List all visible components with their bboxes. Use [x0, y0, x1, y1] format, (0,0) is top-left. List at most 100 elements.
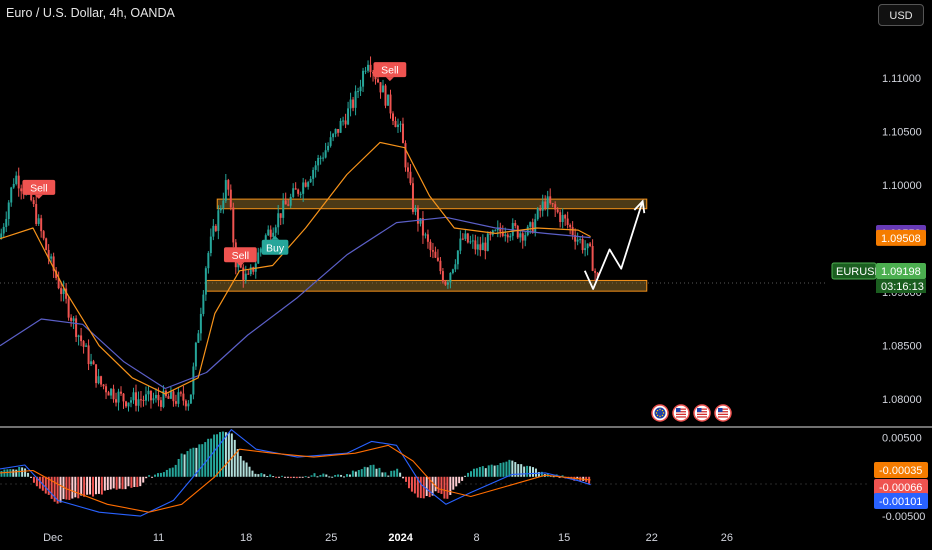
- candle-body: [561, 215, 564, 222]
- histogram-bar: [53, 476, 56, 502]
- histogram-bar: [156, 473, 159, 477]
- histogram-bar: [183, 454, 186, 477]
- histogram-bar: [275, 476, 278, 478]
- candle-body: [367, 64, 370, 71]
- candle-body: [566, 218, 569, 225]
- histogram-bar: [168, 468, 171, 477]
- chart-title: Euro / U.S. Dollar, 4h, OANDA: [6, 6, 175, 20]
- histogram-bar: [343, 476, 346, 478]
- sell-signal-1: Sell: [22, 179, 56, 199]
- histogram-bar: [505, 461, 508, 477]
- candle-body: [396, 124, 399, 128]
- histogram-bar: [189, 448, 192, 477]
- histogram-bar: [127, 476, 130, 487]
- histogram-bar: [407, 476, 410, 489]
- histogram-bar: [260, 473, 263, 477]
- histogram-bar: [56, 476, 59, 504]
- histogram-bar: [561, 475, 564, 477]
- candle-body: [544, 201, 547, 209]
- candle-body: [352, 99, 355, 108]
- candle-body: [337, 128, 340, 133]
- histogram-bar: [431, 476, 434, 496]
- candle-body: [52, 256, 55, 271]
- price-tag-2: 1.09508: [876, 229, 926, 246]
- candle-body: [596, 272, 599, 278]
- candle-body: [504, 234, 507, 236]
- candle-body: [259, 248, 262, 253]
- candle-body: [209, 236, 212, 254]
- histogram-bar: [428, 476, 431, 498]
- candle-body: [434, 251, 437, 258]
- x-tick-label: 11: [153, 532, 164, 544]
- candle-body: [569, 224, 572, 228]
- candle-body: [137, 399, 140, 406]
- signal-pointer: [385, 77, 394, 82]
- histogram-bar: [348, 474, 351, 477]
- histogram-bar: [251, 470, 254, 477]
- candle-body: [7, 202, 10, 219]
- candle-body: [322, 157, 325, 159]
- histogram-bar: [298, 476, 301, 478]
- candle-body: [154, 394, 157, 399]
- histogram-bar: [410, 476, 413, 492]
- histogram-bar: [133, 476, 136, 487]
- candle-body: [277, 213, 280, 228]
- candle-body: [50, 256, 53, 259]
- histogram-bar: [552, 476, 555, 478]
- candle-body: [431, 250, 434, 252]
- histogram-bar: [313, 473, 316, 477]
- candle-body: [269, 229, 272, 237]
- candle-body: [67, 298, 70, 318]
- histogram-bar: [446, 476, 449, 499]
- histogram-bar: [92, 476, 95, 497]
- histogram-bar: [269, 474, 272, 477]
- histogram-bar: [499, 462, 502, 477]
- candle-body: [12, 183, 15, 188]
- tag-label: -0.00035: [879, 465, 922, 477]
- candle-body: [60, 288, 63, 295]
- candle-body: [391, 113, 394, 121]
- candle-body: [344, 120, 347, 125]
- candle-body: [202, 294, 205, 314]
- currency-button[interactable]: USD: [878, 4, 924, 26]
- eu-flag-star: [662, 412, 665, 414]
- histogram-bar: [301, 476, 304, 478]
- us-flag-canton: [676, 408, 681, 412]
- candle-body: [324, 150, 327, 158]
- candle-body: [357, 91, 360, 93]
- histogram-bar: [263, 474, 266, 477]
- histogram-bar: [357, 469, 360, 477]
- histogram-bar: [307, 476, 310, 478]
- eu-flag-star: [659, 415, 661, 418]
- histogram-bar: [24, 468, 27, 477]
- histogram-bar: [97, 476, 100, 494]
- candle-body: [184, 400, 187, 407]
- candle-body: [199, 313, 202, 334]
- candle-body: [142, 399, 145, 401]
- candle-body: [307, 182, 310, 187]
- candle-body: [584, 248, 587, 251]
- histogram-bar: [227, 432, 230, 477]
- y-tick-label: 1.10500: [882, 127, 922, 139]
- candle-body: [424, 234, 427, 236]
- candle-body: [369, 64, 372, 72]
- histogram-bar: [540, 471, 543, 477]
- histogram-bar: [204, 442, 207, 477]
- candle-body: [5, 218, 8, 227]
- us-flag-stripe: [718, 408, 728, 410]
- histogram-bar: [375, 468, 378, 477]
- histogram-bar: [124, 476, 127, 490]
- histogram-bar: [493, 465, 496, 477]
- histogram-bar: [9, 469, 12, 477]
- histogram-bar: [159, 472, 162, 477]
- candle-body: [474, 240, 477, 250]
- histogram-bar: [207, 438, 210, 477]
- x-tick-label: 8: [474, 532, 480, 544]
- histogram-bar: [472, 468, 475, 477]
- candle-body: [149, 390, 152, 401]
- histogram-bar: [393, 470, 396, 477]
- sell-signal-3: Sell: [223, 247, 257, 267]
- event-icon-ring: [714, 404, 732, 422]
- us-flag-stripe: [676, 411, 686, 413]
